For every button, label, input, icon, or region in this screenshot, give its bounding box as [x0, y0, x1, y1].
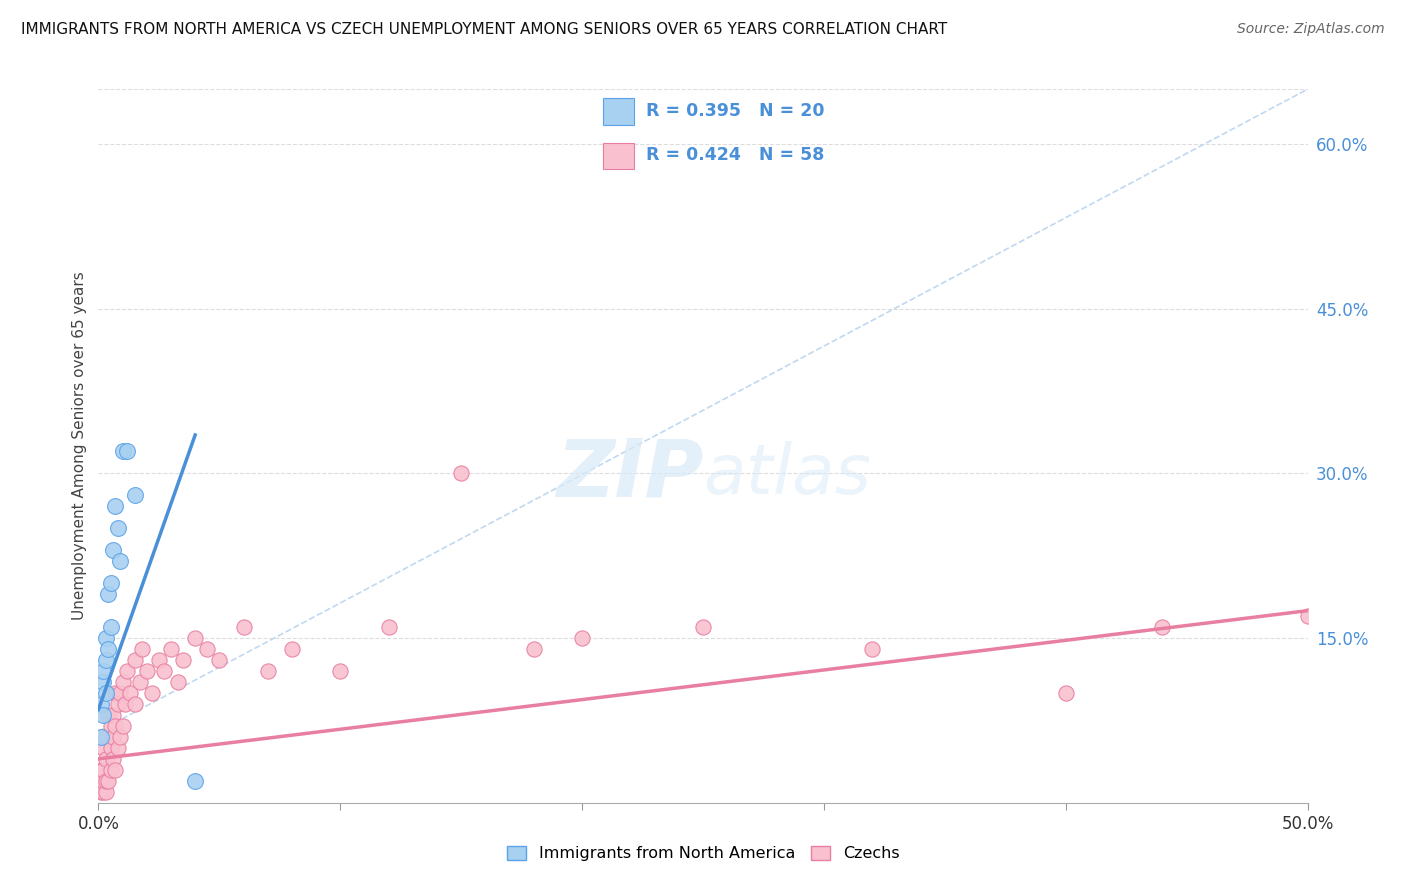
- Point: [167, 675, 190, 690]
- Point: [97, 708, 120, 723]
- Point: [131, 642, 153, 657]
- Point: [117, 444, 139, 458]
- Point: [90, 730, 112, 744]
- Point: [281, 642, 304, 657]
- Point: [101, 730, 124, 744]
- Point: [232, 620, 254, 634]
- Point: [97, 773, 120, 788]
- Point: [90, 773, 112, 788]
- Point: [91, 740, 114, 755]
- Point: [91, 763, 114, 777]
- Point: [107, 521, 129, 535]
- Point: [91, 675, 114, 690]
- Point: [100, 719, 122, 733]
- Point: [91, 664, 114, 678]
- Point: [101, 543, 124, 558]
- Point: [1054, 686, 1077, 700]
- Point: [124, 488, 146, 502]
- Point: [152, 664, 174, 678]
- Point: [94, 730, 117, 744]
- Point: [100, 763, 122, 777]
- Point: [184, 631, 207, 645]
- Point: [104, 686, 127, 700]
- Y-axis label: Unemployment Among Seniors over 65 years: Unemployment Among Seniors over 65 years: [72, 272, 87, 620]
- Point: [108, 554, 131, 568]
- Point: [100, 620, 122, 634]
- Point: [135, 664, 157, 678]
- Point: [97, 642, 120, 657]
- Point: [692, 620, 714, 634]
- Point: [114, 697, 136, 711]
- Point: [90, 785, 112, 799]
- Point: [523, 642, 546, 657]
- Text: Source: ZipAtlas.com: Source: ZipAtlas.com: [1237, 22, 1385, 37]
- Point: [124, 697, 146, 711]
- Point: [94, 785, 117, 799]
- Point: [100, 740, 122, 755]
- Point: [329, 664, 352, 678]
- Point: [256, 664, 278, 678]
- Point: [111, 444, 134, 458]
- Point: [101, 752, 124, 766]
- Text: IMMIGRANTS FROM NORTH AMERICA VS CZECH UNEMPLOYMENT AMONG SENIORS OVER 65 YEARS : IMMIGRANTS FROM NORTH AMERICA VS CZECH U…: [21, 22, 948, 37]
- Point: [90, 697, 112, 711]
- Point: [91, 773, 114, 788]
- Point: [104, 763, 127, 777]
- Point: [172, 653, 194, 667]
- Point: [94, 686, 117, 700]
- Point: [184, 773, 207, 788]
- Point: [94, 631, 117, 645]
- Point: [91, 708, 114, 723]
- Point: [104, 500, 127, 514]
- Point: [94, 773, 117, 788]
- Point: [100, 576, 122, 591]
- Point: [94, 653, 117, 667]
- Point: [128, 675, 150, 690]
- Legend: Immigrants from North America, Czechs: Immigrants from North America, Czechs: [502, 841, 904, 866]
- Point: [108, 686, 131, 700]
- Point: [141, 686, 163, 700]
- Point: [1152, 620, 1174, 634]
- Point: [118, 686, 141, 700]
- Point: [377, 620, 399, 634]
- Point: [91, 785, 114, 799]
- Point: [97, 587, 120, 601]
- Point: [107, 697, 129, 711]
- Point: [104, 719, 127, 733]
- Point: [124, 653, 146, 667]
- FancyBboxPatch shape: [603, 98, 634, 125]
- Point: [111, 719, 134, 733]
- Point: [108, 730, 131, 744]
- Point: [107, 740, 129, 755]
- Point: [160, 642, 183, 657]
- Point: [208, 653, 231, 667]
- Text: R = 0.395   N = 20: R = 0.395 N = 20: [647, 102, 825, 120]
- Text: ZIP: ZIP: [555, 435, 703, 514]
- Point: [101, 708, 124, 723]
- Point: [148, 653, 170, 667]
- Text: atlas: atlas: [703, 441, 870, 508]
- Point: [571, 631, 593, 645]
- Point: [111, 675, 134, 690]
- Point: [117, 664, 139, 678]
- Point: [1296, 609, 1319, 624]
- Point: [450, 467, 472, 481]
- Point: [94, 752, 117, 766]
- Point: [90, 763, 112, 777]
- Point: [860, 642, 883, 657]
- FancyBboxPatch shape: [603, 143, 634, 169]
- Text: R = 0.424   N = 58: R = 0.424 N = 58: [647, 146, 824, 164]
- Point: [195, 642, 218, 657]
